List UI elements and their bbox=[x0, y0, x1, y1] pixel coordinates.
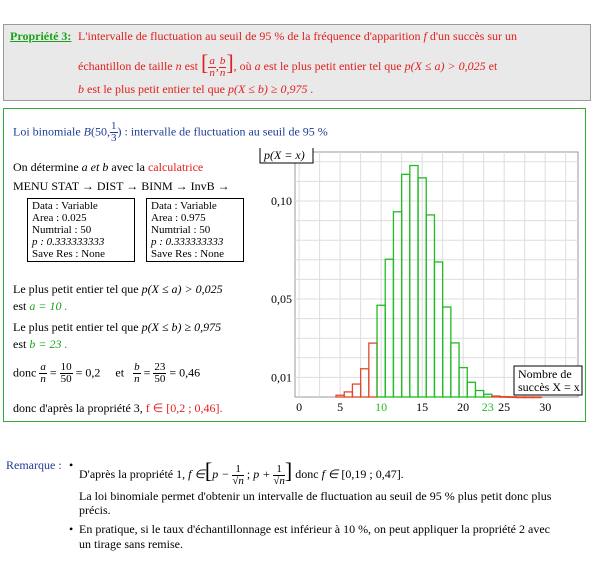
b-condition: Le plus petit entier tel que p(X ≤ b) ≥ … bbox=[13, 320, 222, 334]
a-condition: Le plus petit entier tel que p(X ≤ a) > … bbox=[13, 282, 223, 296]
calculator-box-2: Data : Variable Area : 0.975 Numtrial : … bbox=[146, 198, 244, 262]
bar bbox=[524, 396, 534, 399]
b-value: est b = 23 . bbox=[13, 337, 68, 351]
remark-line-4: En pratique, si le taux d'échantillonnag… bbox=[79, 522, 550, 536]
remark-line-2: La loi binomiale permet d'obtenir un int… bbox=[79, 489, 552, 503]
x-tick-label: 15 bbox=[416, 400, 428, 414]
x-tick-label: 20 bbox=[457, 400, 469, 414]
bar bbox=[515, 396, 526, 399]
property-title: Propriété 3: bbox=[10, 29, 72, 43]
remark-bullet-1: • bbox=[69, 458, 74, 472]
bar bbox=[532, 396, 542, 399]
x-axis-label: succès X = x bbox=[518, 380, 580, 394]
property-line2: échantillon de taille n est [a n, b n], où … bbox=[78, 50, 498, 79]
chart-title-box bbox=[259, 148, 314, 164]
calculator-box-1: Data : Variable Area : 0.025 Numtrial : … bbox=[27, 198, 135, 262]
property-line1: L'intervalle de fluctuation au seuil de … bbox=[78, 29, 518, 43]
menu-path: MENU STAT → DIST → BINM → InvB → bbox=[13, 179, 230, 193]
determine-line: On détermine a et b avec la calculatrice bbox=[13, 160, 204, 174]
x-tick-label: 5 bbox=[337, 400, 343, 414]
x-tick-label: 0 bbox=[296, 400, 302, 414]
bar bbox=[491, 395, 501, 398]
binomial-chart: 0,10 0,05 0,01 0 5 10 15 20 23 25 30 p(X = x) Nombre… bbox=[259, 148, 583, 414]
plot-area bbox=[294, 151, 579, 398]
remark-label: Remarque : bbox=[6, 458, 62, 472]
x-tick-label: 25 bbox=[498, 400, 510, 414]
conclusion-line: donc d'après la propriété 3, f ∈ [0,2 ; … bbox=[13, 401, 223, 415]
x-label-box bbox=[513, 365, 583, 396]
remark-bullet-2: • bbox=[69, 522, 74, 536]
a-value: est a = 10 . bbox=[13, 299, 68, 313]
y-tick-label: 0,01 bbox=[271, 370, 292, 384]
chart-title: p(X = x) bbox=[263, 148, 305, 162]
bar bbox=[499, 395, 509, 398]
remark-line-1: D'après la propriété 1, f ∈[p − 1 √n ; p … bbox=[79, 458, 404, 487]
x-axis-label: Nombre de bbox=[518, 367, 572, 381]
y-tick-label: 0,10 bbox=[271, 194, 292, 208]
bar bbox=[466, 381, 477, 398]
remark-line-5: un tirage sans remise. bbox=[79, 537, 183, 551]
y-tick-label: 0,05 bbox=[271, 292, 292, 306]
property-box: Propriété 3: L'intervalle de fluctuation… bbox=[3, 24, 591, 101]
x-tick-label: 10 bbox=[375, 400, 387, 414]
remark-line-3: précis. bbox=[79, 503, 111, 517]
property-line3: b est le plus petit entier tel que p(X ≤… bbox=[78, 82, 314, 96]
example-title: Loi binomiale B(50, 1 3) : intervalle de f… bbox=[13, 120, 328, 144]
x-tick-label: 23 bbox=[482, 400, 494, 414]
bar bbox=[507, 396, 518, 399]
x-tick-label: 30 bbox=[539, 400, 551, 414]
